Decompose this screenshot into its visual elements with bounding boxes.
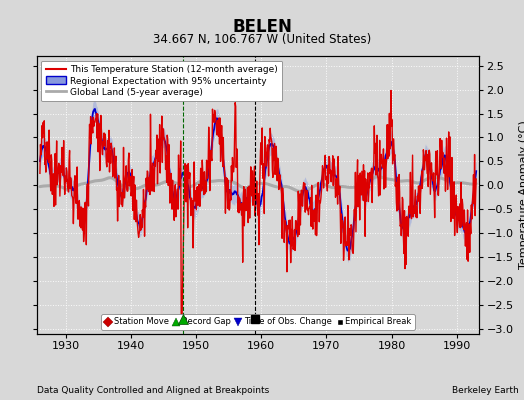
Text: BELEN: BELEN xyxy=(232,18,292,36)
Legend: Station Move, Record Gap, Time of Obs. Change, Empirical Break: Station Move, Record Gap, Time of Obs. C… xyxy=(101,314,415,330)
Y-axis label: Temperature Anomaly (°C): Temperature Anomaly (°C) xyxy=(519,121,524,269)
Text: 34.667 N, 106.767 W (United States): 34.667 N, 106.767 W (United States) xyxy=(153,34,371,46)
Text: Berkeley Earth: Berkeley Earth xyxy=(452,386,519,395)
Text: Data Quality Controlled and Aligned at Breakpoints: Data Quality Controlled and Aligned at B… xyxy=(37,386,269,395)
